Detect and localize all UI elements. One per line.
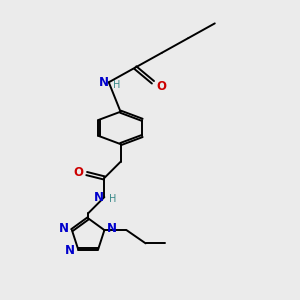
Text: N: N xyxy=(94,190,104,204)
Text: N: N xyxy=(107,222,117,235)
Text: H: H xyxy=(113,80,121,90)
Text: N: N xyxy=(65,244,75,257)
Text: H: H xyxy=(109,194,116,205)
Text: O: O xyxy=(74,166,83,178)
Text: N: N xyxy=(59,222,69,235)
Text: O: O xyxy=(156,80,166,93)
Text: N: N xyxy=(98,76,109,89)
